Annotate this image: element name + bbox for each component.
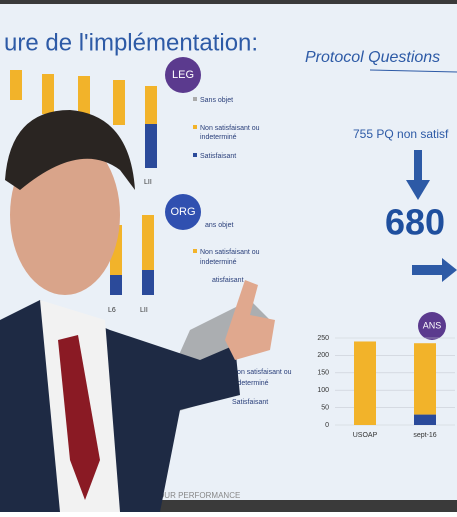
axis-label: LII xyxy=(144,179,152,186)
legend-label: Non satisfaisant ou xyxy=(232,369,292,376)
legend-swatch xyxy=(193,125,197,129)
legend-swatch xyxy=(193,249,197,253)
legend-label: indeterminé xyxy=(200,259,237,266)
badge-label: ORG xyxy=(170,206,195,218)
x-tick-label: USOAP xyxy=(353,432,378,439)
pq-result: 680 xyxy=(385,202,445,243)
axis-label: LII xyxy=(140,307,148,314)
badge-label: LEG xyxy=(172,69,194,81)
legend-label: Satisfaisant xyxy=(200,153,236,160)
y-tick-label: 100 xyxy=(317,387,329,394)
legend-label: Sans objet xyxy=(200,97,233,104)
bar-segment xyxy=(414,415,436,425)
y-tick-label: 50 xyxy=(321,404,329,411)
pq-text: 755 PQ non satisf xyxy=(353,127,449,141)
legend-label: Satisfaisant xyxy=(232,399,268,406)
legend-label: indeterminé xyxy=(200,134,237,141)
legend-label: Non satisfaisant ou xyxy=(200,249,260,256)
legend-label: ans objet xyxy=(205,222,233,229)
badge-label: ANS xyxy=(423,320,442,330)
y-tick-label: 0 xyxy=(325,422,329,429)
slide-subtitle: Protocol Questions xyxy=(305,49,440,66)
axis-label: L6 xyxy=(108,307,116,314)
legend-label: Non satisfaisant ou xyxy=(200,125,260,132)
bar-segment xyxy=(354,341,376,425)
bar-segment xyxy=(414,343,436,414)
y-tick-label: 250 xyxy=(317,335,329,342)
legend-swatch xyxy=(193,97,197,101)
legend-swatch xyxy=(193,153,197,157)
scene: ure de l'implémentation: Protocol Questi… xyxy=(0,0,457,512)
legend-label: atisfaisant xyxy=(212,277,244,284)
y-tick-label: 150 xyxy=(317,370,329,377)
y-tick-label: 200 xyxy=(317,352,329,359)
x-tick-label: sept-16 xyxy=(413,432,436,439)
slide-title: ure de l'implémentation: xyxy=(4,29,258,56)
